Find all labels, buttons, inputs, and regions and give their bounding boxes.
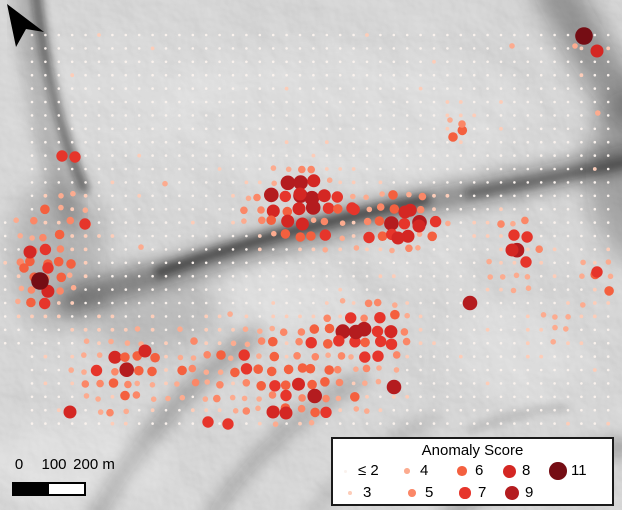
legend-label: 11: [571, 462, 587, 479]
legend-item-9: 9: [504, 483, 534, 503]
legend-label: 7: [478, 484, 487, 501]
scale-bar-black-segment: [14, 484, 49, 494]
legend-item-5: 5: [405, 483, 433, 503]
legend-label: 4: [420, 462, 429, 479]
legend-dot-icon: [405, 489, 425, 497]
legend: Anomaly Score ≤ 2 4 6 8 11 3 5 7 9: [331, 437, 614, 506]
legend-row-1: ≤ 2 4 6 8 11: [333, 461, 612, 481]
terrain-highlights: [0, 40, 622, 507]
grid-dots: [3, 33, 614, 428]
legend-label: 6: [475, 462, 484, 479]
legend-dot-icon: [458, 487, 478, 499]
landmark-dots: [19, 27, 604, 430]
legend-dot-icon: [504, 485, 525, 501]
legend-dot-icon: [343, 491, 363, 495]
legend-label: 8: [522, 462, 531, 479]
scale-bar-graphic: [12, 482, 86, 496]
legend-label: 5: [425, 484, 434, 501]
legend-dot-icon: [502, 464, 522, 478]
legend-item-2: ≤ 2: [338, 461, 379, 481]
legend-item-6: 6: [455, 461, 483, 481]
legend-label: 3: [363, 484, 372, 501]
scale-label-0: 0: [14, 456, 24, 473]
legend-row-2: 3 5 7 9: [333, 483, 612, 503]
legend-dot-icon: [549, 462, 571, 480]
legend-dot-icon: [455, 466, 475, 476]
north-arrow-icon: [7, 4, 44, 47]
scale-label-100: 100: [41, 456, 67, 473]
legend-item-3: 3: [343, 483, 371, 503]
legend-item-4: 4: [400, 461, 428, 481]
legend-item-11: 11: [549, 461, 587, 481]
scale-bar: 0 100 200 m: [6, 456, 126, 502]
scale-bar-white-segment: [49, 484, 84, 494]
legend-item-7: 7: [458, 483, 486, 503]
legend-label: 9: [525, 484, 534, 501]
legend-item-8: 8: [502, 461, 530, 481]
legend-dot-icon: [400, 468, 420, 474]
scale-label-200: 200 m: [73, 456, 115, 473]
legend-title: Anomaly Score: [421, 442, 524, 459]
legend-label: ≤ 2: [358, 462, 379, 479]
legend-dot-icon: [338, 469, 358, 473]
